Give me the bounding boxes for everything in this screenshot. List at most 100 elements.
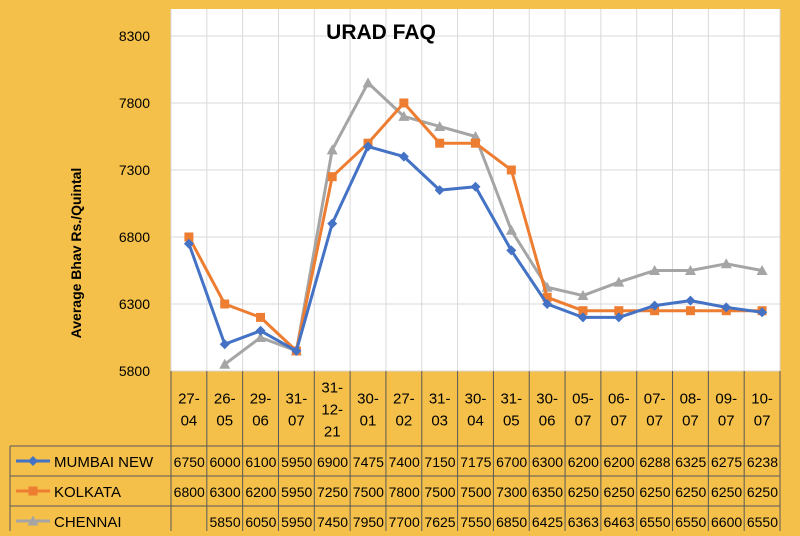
- data-label: 6550: [639, 514, 670, 530]
- data-label: 6200: [245, 484, 276, 500]
- data-label: 5950: [281, 484, 312, 500]
- data-point: [327, 218, 338, 229]
- data-label: 6900: [317, 454, 348, 470]
- data-point: [220, 299, 230, 309]
- data-label: 6463: [604, 514, 635, 530]
- data-label: 6250: [604, 484, 635, 500]
- data-point: [649, 265, 661, 275]
- data-label: 6250: [675, 484, 706, 500]
- x-tick-label: 31-: [500, 391, 522, 408]
- data-point: [398, 151, 409, 162]
- data-label: 6200: [568, 454, 599, 470]
- x-tick-label: 21: [324, 424, 341, 441]
- data-label: 6363: [568, 514, 599, 530]
- x-tick-label: 07: [610, 413, 627, 430]
- data-point: [363, 141, 374, 152]
- y-tick-label: 7300: [119, 162, 150, 178]
- data-point: [470, 181, 481, 192]
- data-label: 6288: [639, 454, 670, 470]
- data-point: [506, 245, 517, 256]
- data-label: 6250: [639, 484, 670, 500]
- data-point: [578, 306, 588, 316]
- table-row: CHENNAI 5850 6050 5950 7450 7950 7700 7625 7550 6…: [16, 514, 778, 531]
- data-label: 6250: [711, 484, 742, 500]
- data-point: [398, 110, 410, 121]
- x-tick-label: 02: [396, 413, 413, 430]
- x-tick-label: 07: [575, 413, 592, 430]
- x-tick-label: 05: [503, 413, 520, 430]
- data-label: 6350: [532, 484, 563, 500]
- data-label: 6050: [245, 514, 276, 530]
- x-tick-label: 06: [252, 413, 269, 430]
- data-point: [434, 120, 446, 131]
- data-point: [184, 232, 194, 242]
- data-label: 6238: [747, 454, 778, 470]
- data-label: 6200: [604, 454, 635, 470]
- data-label: 6250: [747, 484, 778, 500]
- data-point: [756, 265, 768, 275]
- data-label: 7400: [389, 454, 420, 470]
- data-label: 6000: [209, 454, 240, 470]
- data-point: [757, 307, 768, 318]
- x-tick-label: 31-: [321, 380, 343, 397]
- x-tick-label: 06-: [608, 391, 630, 408]
- data-point: [506, 165, 516, 175]
- data-point: [219, 358, 231, 369]
- data-point: [362, 77, 374, 88]
- x-tick-label: 30-: [536, 391, 558, 408]
- x-tick-label: 12-: [321, 402, 343, 419]
- legend-marker: [28, 456, 38, 466]
- x-tick-label: 09-: [715, 391, 737, 408]
- data-label: 6250: [568, 484, 599, 500]
- data-point: [650, 306, 660, 316]
- data-point: [577, 290, 589, 301]
- series-mumbai-new: [183, 141, 768, 356]
- y-tick-label: 6800: [119, 229, 150, 245]
- data-label: 7500: [424, 484, 455, 500]
- data-point: [327, 172, 337, 182]
- data-label: 6700: [496, 454, 527, 470]
- x-tick-label: 31-: [286, 391, 308, 408]
- data-point: [613, 312, 624, 323]
- legend-label: CHENNAI: [54, 514, 122, 531]
- y-axis-label: Average Bhav Rs./Quintal: [68, 168, 84, 339]
- data-label: 6300: [209, 484, 240, 500]
- x-tick-label: 07: [288, 413, 305, 430]
- data-point: [183, 238, 194, 249]
- data-label: 7550: [460, 514, 491, 530]
- data-label: 5950: [281, 514, 312, 530]
- data-label: 7625: [424, 514, 455, 530]
- data-label: 7450: [317, 514, 348, 530]
- y-axis-ticks: 5800 6300 6800 7300 7800 8300: [119, 28, 150, 379]
- data-label: 7175: [460, 454, 491, 470]
- legend-marker: [27, 515, 39, 526]
- x-tick-label: 07: [754, 413, 771, 430]
- data-point: [577, 312, 588, 323]
- y-tick-label: 6300: [119, 296, 150, 312]
- data-table: 27- 04 26- 05 29- 06 31- 07 31- 12- 21 30- 01 27- 02 31…: [9, 371, 781, 536]
- data-point: [613, 276, 625, 287]
- data-label: 7250: [317, 484, 348, 500]
- data-label: 6275: [711, 454, 742, 470]
- data-point: [685, 295, 696, 306]
- chart-title: URAD FAQ: [326, 21, 436, 44]
- x-tick-label: 30-: [465, 391, 487, 408]
- x-tick-label: 07: [646, 413, 663, 430]
- x-tick-label: 03: [431, 413, 448, 430]
- data-label: 6600: [711, 514, 742, 530]
- data-label: 5850: [209, 514, 240, 530]
- x-tick-label: 26-: [214, 391, 236, 408]
- data-point: [471, 138, 480, 148]
- table-row: MUMBAI NEW 6750 6000 6100 5950 6900 7475 7400 71…: [16, 454, 778, 471]
- legend-label: KOLKATA: [54, 484, 121, 501]
- y-tick-label: 7800: [119, 95, 150, 111]
- data-point: [255, 332, 267, 342]
- data-point: [399, 98, 409, 108]
- data-label: 7800: [389, 484, 420, 500]
- data-label: 7950: [353, 514, 384, 530]
- data-point: [256, 312, 266, 322]
- x-tick-label: 31-: [429, 391, 451, 408]
- data-label: 6550: [675, 514, 706, 530]
